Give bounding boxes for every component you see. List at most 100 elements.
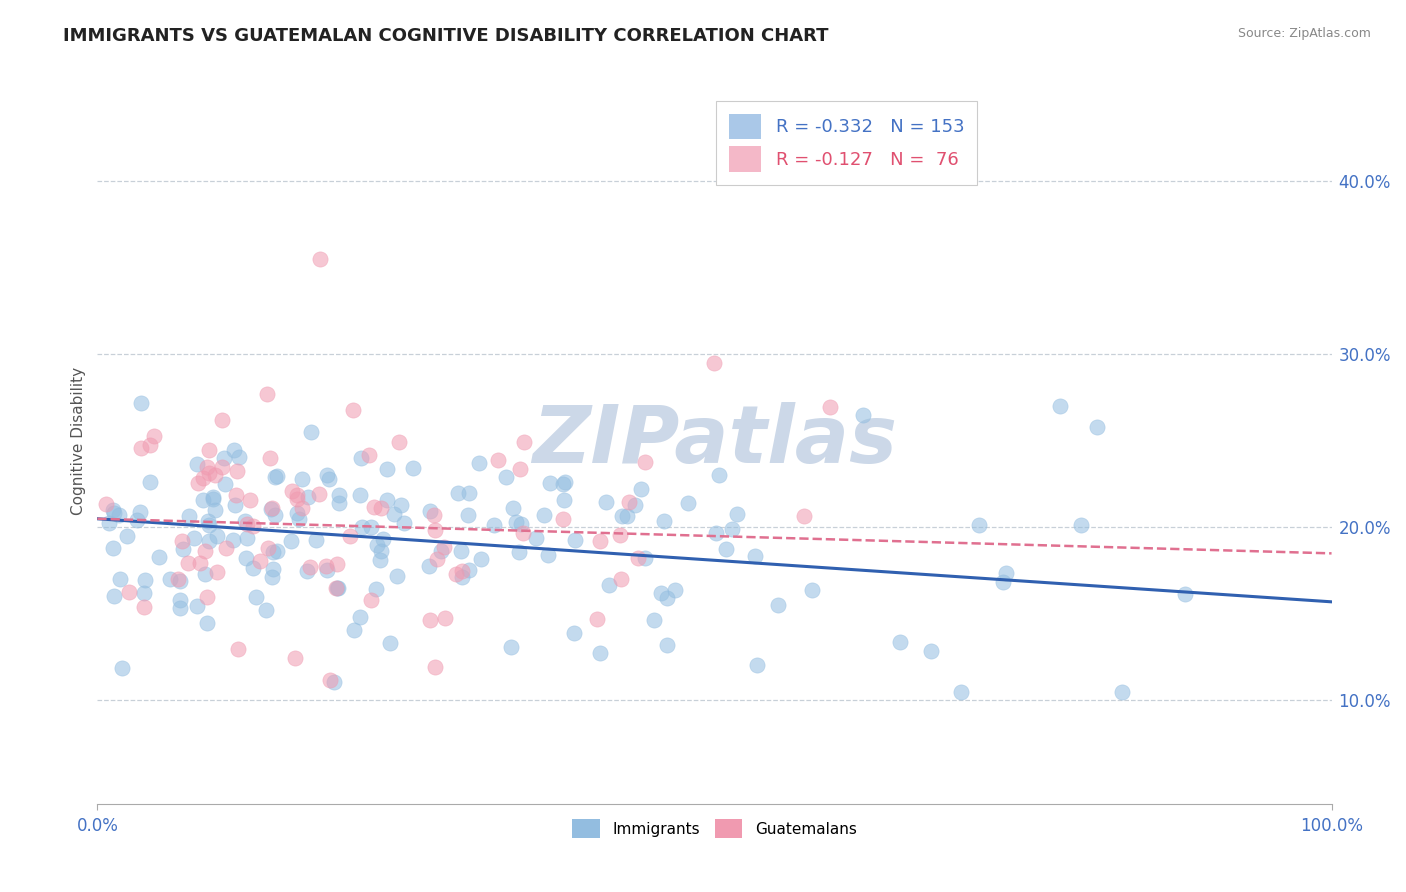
Guatemalans (339, 529, 361, 543)
Immigrants (297, 490, 319, 504)
Immigrants (191, 492, 214, 507)
Immigrants (297, 564, 319, 578)
Immigrants (377, 492, 399, 507)
Immigrants (288, 512, 311, 526)
Guatemalans (357, 448, 380, 462)
Guatemalans (509, 462, 531, 476)
Guatemalans (211, 413, 233, 427)
Immigrants (721, 523, 744, 537)
Guatemalans (360, 593, 382, 607)
Immigrants (1049, 399, 1071, 413)
Immigrants (349, 488, 371, 502)
Immigrants (198, 533, 221, 548)
Immigrants (616, 508, 638, 523)
Guatemalans (308, 252, 330, 267)
Guatemalans (256, 387, 278, 401)
Guatemalans (172, 533, 194, 548)
Guatemalans (444, 567, 467, 582)
Immigrants (328, 488, 350, 502)
Immigrants (254, 603, 277, 617)
Immigrants (214, 477, 236, 491)
Immigrants (138, 475, 160, 490)
Immigrants (389, 498, 412, 512)
Guatemalans (342, 402, 364, 417)
Text: Source: ZipAtlas.com: Source: ZipAtlas.com (1237, 27, 1371, 40)
Immigrants (508, 545, 530, 559)
Immigrants (117, 528, 139, 542)
Immigrants (889, 635, 911, 649)
Immigrants (589, 647, 612, 661)
Guatemalans (197, 443, 219, 458)
Guatemalans (236, 516, 259, 531)
Immigrants (285, 506, 308, 520)
Immigrants (714, 541, 737, 556)
Immigrants (194, 567, 217, 582)
Immigrants (263, 470, 285, 484)
Immigrants (564, 533, 586, 547)
Immigrants (233, 514, 256, 528)
Immigrants (470, 552, 492, 566)
Immigrants (326, 581, 349, 595)
Guatemalans (259, 451, 281, 466)
Immigrants (851, 408, 873, 422)
Guatemalans (134, 599, 156, 614)
Immigrants (450, 544, 472, 558)
Immigrants (222, 533, 245, 548)
Immigrants (1070, 517, 1092, 532)
Immigrants (305, 533, 328, 547)
Immigrants (373, 533, 395, 547)
Guatemalans (198, 466, 221, 480)
Immigrants (458, 564, 481, 578)
Immigrants (242, 561, 264, 575)
Immigrants (228, 450, 250, 464)
Immigrants (291, 472, 314, 486)
Immigrants (378, 636, 401, 650)
Immigrants (328, 496, 350, 510)
Immigrants (562, 626, 585, 640)
Immigrants (134, 573, 156, 587)
Guatemalans (419, 613, 441, 627)
Guatemalans (325, 582, 347, 596)
Text: IMMIGRANTS VS GUATEMALAN COGNITIVE DISABILITY CORRELATION CHART: IMMIGRANTS VS GUATEMALAN COGNITIVE DISAB… (63, 27, 828, 45)
Guatemalans (205, 566, 228, 580)
Immigrants (103, 541, 125, 555)
Immigrants (262, 545, 284, 559)
Immigrants (1174, 587, 1197, 601)
Immigrants (197, 514, 219, 528)
Immigrants (533, 508, 555, 522)
Immigrants (744, 549, 766, 564)
Guatemalans (634, 454, 657, 468)
Immigrants (920, 644, 942, 658)
Immigrants (725, 507, 748, 521)
Guatemalans (226, 642, 249, 657)
Immigrants (343, 623, 366, 637)
Guatemalans (422, 508, 444, 522)
Guatemalans (425, 524, 447, 538)
Immigrants (103, 589, 125, 603)
Immigrants (316, 563, 339, 577)
Y-axis label: Cognitive Disability: Cognitive Disability (72, 367, 86, 515)
Immigrants (107, 508, 129, 523)
Guatemalans (703, 356, 725, 370)
Guatemalans (284, 650, 307, 665)
Text: ZIPatlas: ZIPatlas (531, 402, 897, 480)
Immigrants (204, 503, 226, 517)
Immigrants (612, 509, 634, 524)
Guatemalans (194, 544, 217, 558)
Immigrants (125, 513, 148, 527)
Immigrants (212, 450, 235, 465)
Immigrants (159, 572, 181, 586)
Immigrants (169, 600, 191, 615)
Immigrants (201, 492, 224, 507)
Guatemalans (486, 453, 509, 467)
Immigrants (299, 425, 322, 439)
Guatemalans (262, 501, 284, 516)
Guatemalans (589, 534, 612, 549)
Immigrants (991, 575, 1014, 590)
Immigrants (266, 544, 288, 558)
Guatemalans (239, 493, 262, 508)
Immigrants (224, 442, 246, 457)
Immigrants (402, 461, 425, 475)
Immigrants (352, 520, 374, 534)
Immigrants (103, 506, 125, 520)
